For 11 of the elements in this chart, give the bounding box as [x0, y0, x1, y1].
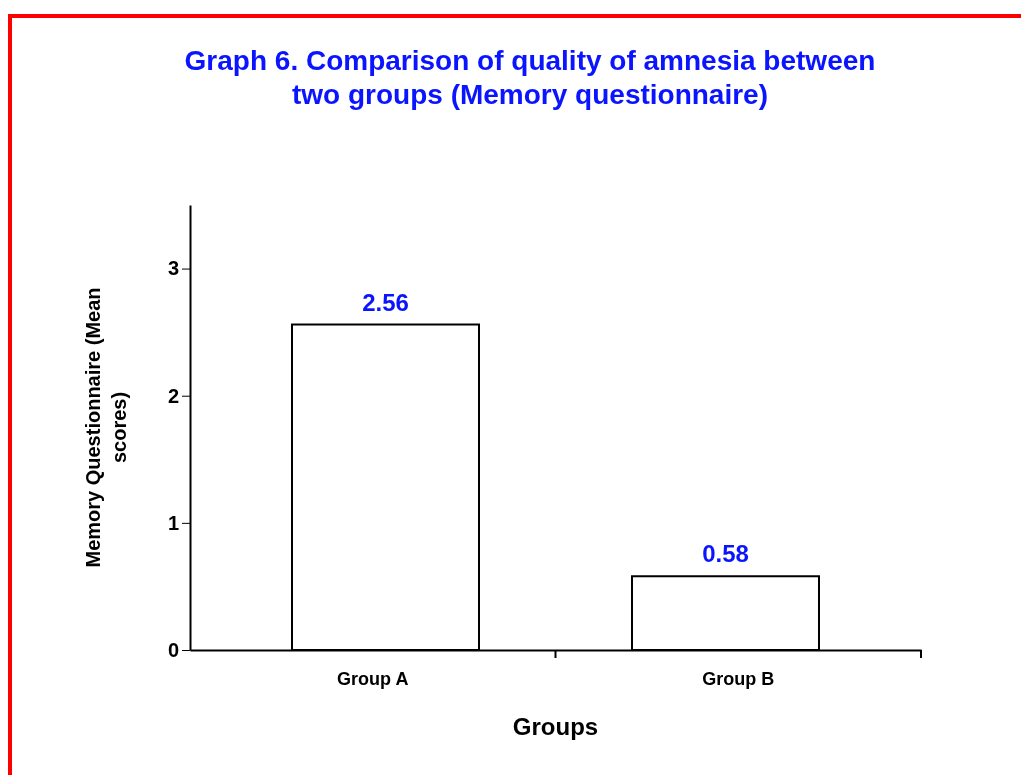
- x-tick-label: Group A: [337, 668, 409, 689]
- y-tick-label: 3: [167, 257, 179, 280]
- y-tick-label: 2: [167, 384, 179, 407]
- y-tick-label: 0: [167, 638, 179, 661]
- y-axis-title: Memory Questionnaire (Mean scores): [82, 287, 130, 568]
- data-label: 0.58: [702, 540, 749, 568]
- x-tick-label: Group B: [702, 668, 775, 689]
- chart-title: Graph 6. Comparison of quality of amnesia between two groups (Memory questionnaire): [184, 45, 876, 110]
- x-axis-title: Groups: [512, 713, 599, 740]
- y-tick-label: 1: [167, 511, 179, 534]
- data-label: 2.56: [362, 288, 409, 316]
